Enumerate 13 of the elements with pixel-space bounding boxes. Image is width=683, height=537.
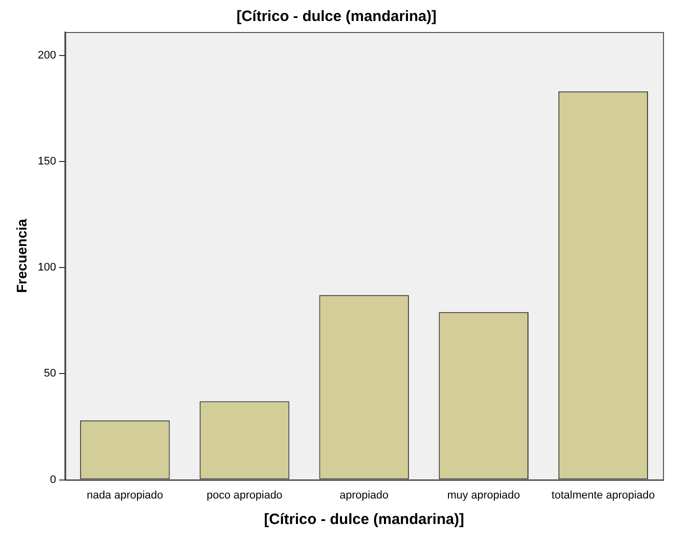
y-tick-label: 50 bbox=[44, 368, 56, 380]
y-tick-label: 150 bbox=[38, 155, 56, 168]
y-tick-label: 200 bbox=[38, 49, 56, 62]
y-axis-title: Frecuencia bbox=[13, 218, 30, 293]
y-tick-label: 100 bbox=[38, 262, 56, 274]
x-tick-label: nada apropiado bbox=[86, 489, 164, 502]
x-tick-label: muy apropiado bbox=[447, 489, 520, 502]
x-axis-title: [Cítrico - dulce (mandarina)] bbox=[264, 511, 464, 528]
x-tick-label: poco apropiado bbox=[206, 489, 282, 502]
x-tick-label: totalmente apropiado bbox=[552, 489, 655, 502]
y-tick-label: 0 bbox=[50, 474, 56, 486]
x-tick-label: apropiado bbox=[340, 489, 389, 502]
chart-title: [Cítrico - dulce (mandarina)] bbox=[236, 8, 437, 26]
